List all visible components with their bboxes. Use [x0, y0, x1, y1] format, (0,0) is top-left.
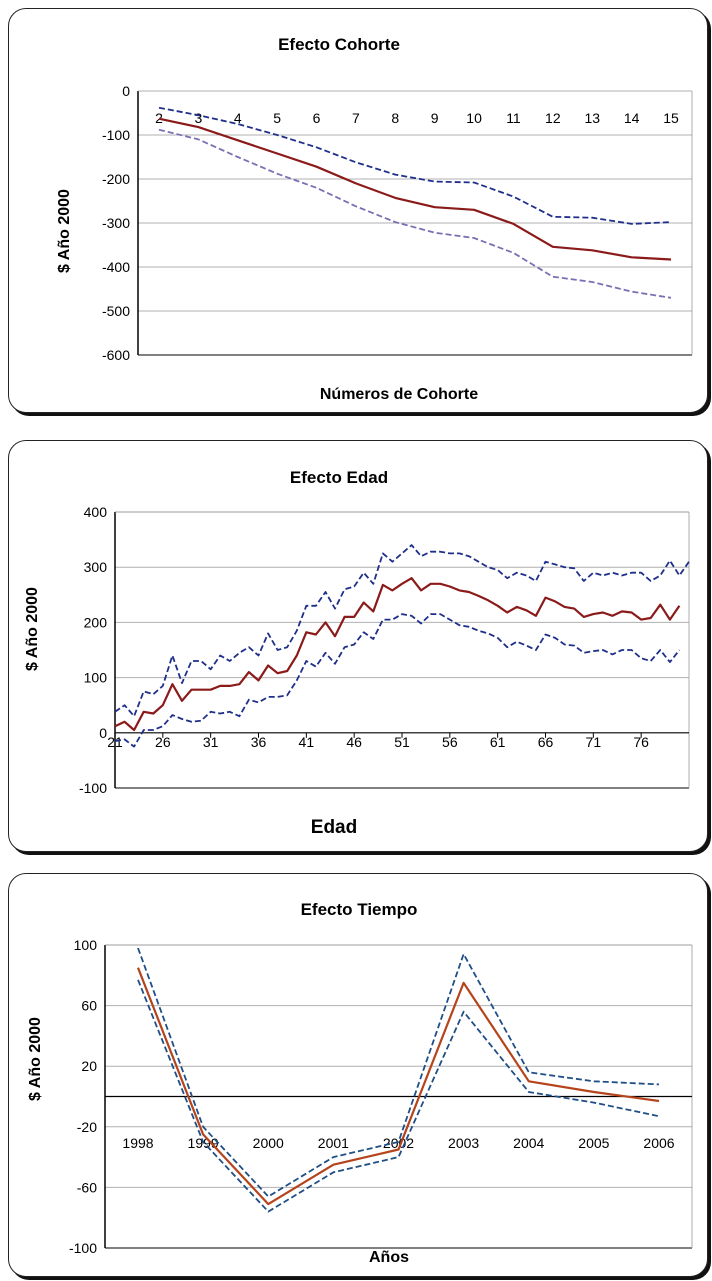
chart-panel-tiempo: Efecto Tiempo Años $ Año 2000 100 60 20 -20… — [8, 873, 708, 1277]
y-tick-label: 200 — [84, 614, 108, 630]
x-axis-label: Años — [369, 1249, 409, 1266]
x-tick-label: 7 — [352, 110, 360, 126]
series-line-lower — [114, 613, 681, 748]
x-tick-label: 14 — [624, 110, 640, 126]
y-tick-label: 100 — [74, 937, 98, 953]
x-tick-label: 51 — [394, 734, 410, 750]
chart-panel-edad: Efecto Edad Edad $ Año 2000 400 300 200 100… — [8, 440, 708, 852]
x-axis-label: Edad — [311, 817, 357, 838]
series-line-central — [114, 577, 681, 732]
chart-title: Efecto Tiempo — [301, 900, 418, 919]
y-tick-label: -600 — [102, 347, 130, 363]
series-line-central — [158, 117, 672, 261]
plot-area: 400 300 200 100 0 -100 21 26 31 36 41 46 51 56 61 66 71 7… — [79, 504, 690, 796]
x-tick-label: 8 — [391, 110, 399, 126]
y-axis-label: $ Año 2000 — [27, 1017, 44, 1101]
y-tick-label: -400 — [102, 259, 130, 275]
series-line-lower — [137, 979, 660, 1213]
series-line-upper — [137, 947, 660, 1198]
y-tick-label: -100 — [79, 780, 107, 796]
y-tick-label: 300 — [84, 559, 108, 575]
x-tick-label: 26 — [155, 734, 171, 750]
x-tick-label: 9 — [431, 110, 439, 126]
x-tick-label: 61 — [490, 734, 506, 750]
series-line-upper — [114, 544, 690, 718]
x-tick-label: 15 — [663, 110, 679, 126]
x-tick-label: 2001 — [318, 1135, 349, 1151]
x-tick-label: 56 — [442, 734, 458, 750]
y-tick-label: -200 — [102, 171, 130, 187]
chart-edad: Efecto Edad Edad $ Año 2000 400 300 200 100… — [24, 468, 690, 838]
x-tick-label: 12 — [545, 110, 561, 126]
y-axis-label: $ Año 2000 — [24, 587, 41, 671]
chart-title: Efecto Edad — [290, 468, 388, 487]
x-tick-label: 66 — [538, 734, 554, 750]
y-axis-label: $ Año 2000 — [56, 189, 73, 273]
plot-area: 0 -100 -200 -300 -400 -500 -600 2 3 4 5 6 7 8 9 10 11 12 1… — [102, 83, 693, 363]
series-line-upper — [158, 106, 672, 225]
x-tick-label: 13 — [584, 110, 600, 126]
y-tick-label: 100 — [84, 670, 108, 686]
x-tick-label: 3 — [194, 110, 202, 126]
y-tick-label: -20 — [77, 1119, 97, 1135]
x-tick-label: 2 — [155, 110, 163, 126]
y-tick-label: 60 — [81, 998, 97, 1014]
y-tick-label: 0 — [122, 83, 130, 99]
x-tick-label: 1998 — [122, 1135, 153, 1151]
chart-cohorte: Efecto Cohorte Números de Cohorte $ Año … — [56, 35, 693, 403]
x-tick-label: 76 — [633, 734, 649, 750]
x-tick-label: 2003 — [448, 1135, 479, 1151]
x-tick-label: 4 — [234, 110, 242, 126]
x-tick-label: 31 — [203, 734, 219, 750]
y-tick-label: -100 — [102, 127, 130, 143]
x-tick-label: 71 — [586, 734, 602, 750]
x-tick-label: 6 — [313, 110, 321, 126]
x-tick-label: 10 — [466, 110, 482, 126]
y-tick-label: 0 — [99, 725, 107, 741]
y-tick-label: -100 — [69, 1240, 97, 1256]
x-tick-label: 11 — [506, 110, 521, 126]
y-tick-label: -300 — [102, 215, 130, 231]
chart-title: Efecto Cohorte — [278, 35, 400, 54]
y-tick-label: 20 — [81, 1058, 97, 1074]
x-tick-label: 21 — [107, 734, 123, 750]
x-tick-label: 36 — [251, 734, 267, 750]
x-tick-label: 2006 — [643, 1135, 674, 1151]
y-tick-label: -60 — [77, 1179, 97, 1195]
x-tick-label: 2000 — [253, 1135, 284, 1151]
y-tick-label: 400 — [84, 504, 108, 520]
series-line-lower — [158, 128, 672, 299]
x-tick-label: 5 — [273, 110, 281, 126]
x-tick-label: 2004 — [513, 1135, 544, 1151]
series-line-central — [136, 967, 660, 1206]
chart-panel-cohorte: Efecto Cohorte Números de Cohorte $ Año … — [8, 8, 708, 413]
x-tick-label: 46 — [346, 734, 362, 750]
y-tick-label: -500 — [102, 303, 130, 319]
x-tick-label: 41 — [299, 734, 315, 750]
chart-tiempo: Efecto Tiempo Años $ Año 2000 100 60 20 -20… — [27, 900, 693, 1266]
x-axis-label: Números de Cohorte — [320, 386, 478, 403]
x-tick-label: 2005 — [578, 1135, 609, 1151]
